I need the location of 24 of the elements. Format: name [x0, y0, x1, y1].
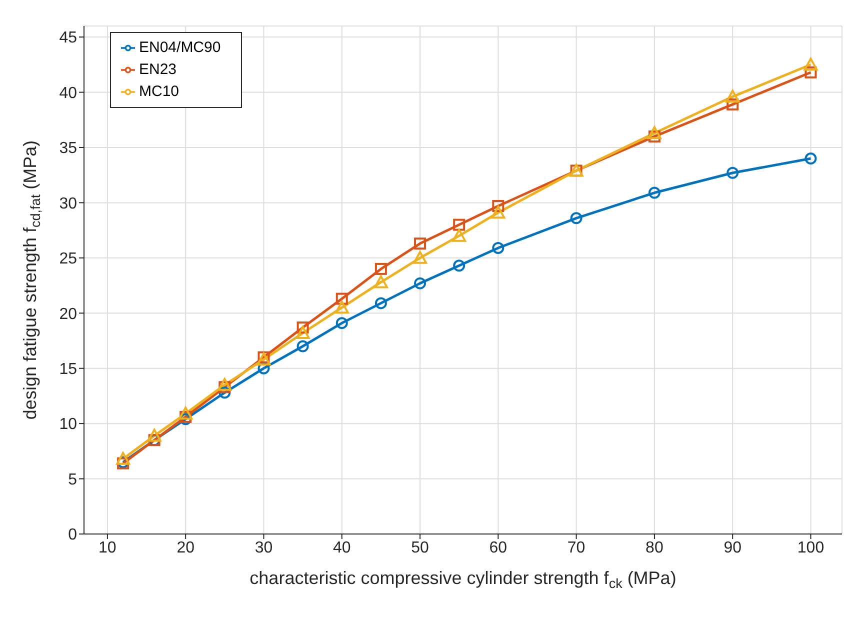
x-axis-title: characteristic compressive cylinder strength f$_{ck}$ (MPa): [250, 568, 676, 592]
legend-label: EN23: [139, 61, 177, 78]
y-tick-label: 5: [68, 471, 78, 488]
x-tick-label: 40: [332, 539, 351, 556]
y-tick-label: 25: [59, 250, 78, 268]
y-tick-label: 30: [59, 195, 78, 212]
x-tick-label: 70: [567, 539, 586, 556]
legend-label: EN04/MC90: [139, 39, 221, 56]
y-tick-label: 40: [59, 84, 78, 102]
x-tick-label: 50: [411, 539, 430, 556]
y-tick-label: 45: [59, 30, 78, 47]
y-tick-label: 15: [59, 361, 78, 378]
x-tick-label: 30: [254, 539, 273, 556]
y-tick-label: 35: [59, 140, 78, 158]
x-tick-label: 10: [98, 539, 116, 556]
x-tick-label: 100: [797, 539, 824, 556]
y-tick-label: 0: [68, 526, 78, 544]
x-tick-label: 80: [646, 539, 664, 556]
x-tick-label: 20: [176, 539, 195, 556]
y-tick-label: 20: [59, 306, 78, 323]
y-tick-label: 10: [59, 416, 78, 434]
x-tick-label: 90: [724, 539, 742, 556]
x-tick-label: 60: [489, 539, 508, 556]
legend-label: MC10: [139, 83, 180, 100]
